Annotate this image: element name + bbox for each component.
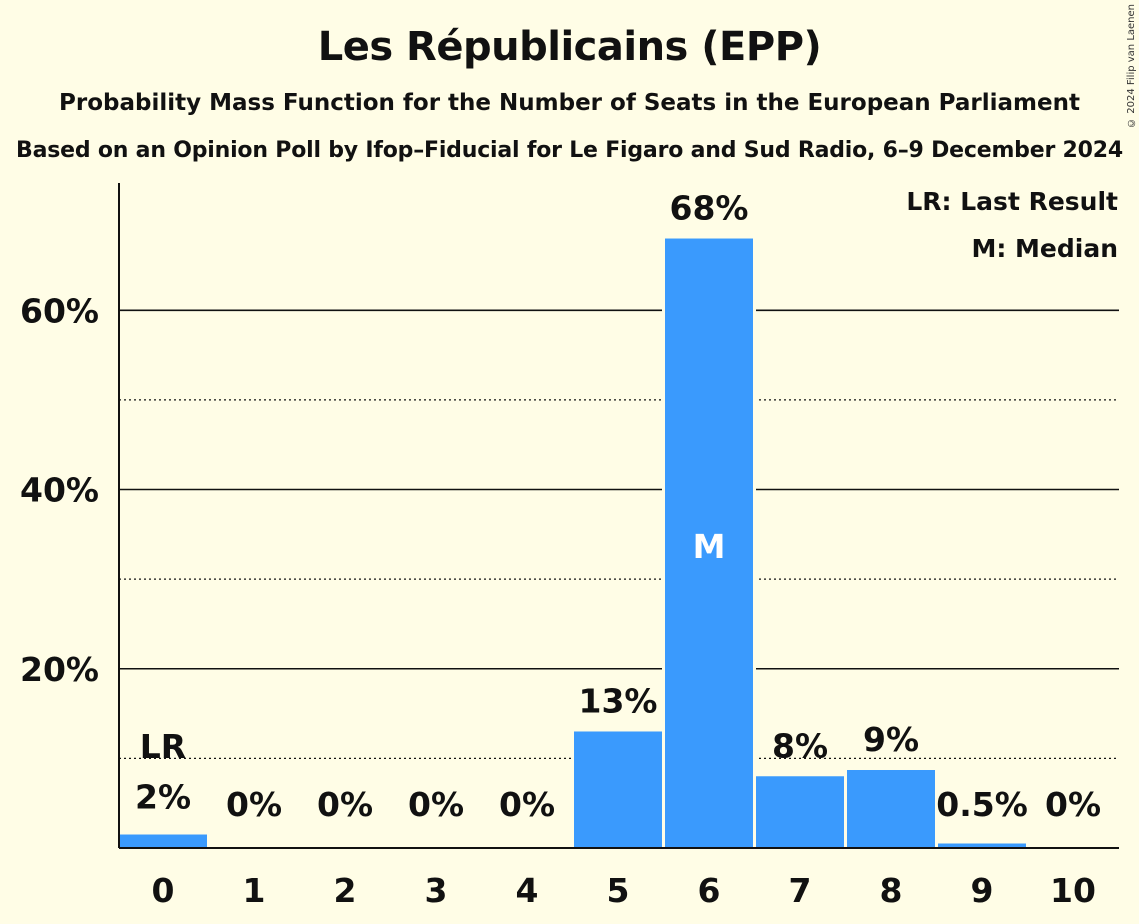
x-tick-label: 7 bbox=[789, 871, 812, 910]
x-tick-label: 6 bbox=[698, 871, 721, 910]
bar-fill bbox=[119, 834, 207, 848]
x-tick-label: 10 bbox=[1050, 871, 1096, 910]
data-label: 8% bbox=[772, 726, 828, 765]
bar-fill bbox=[756, 776, 844, 848]
data-label: 0% bbox=[408, 785, 464, 824]
chart-title: Les Républicains (EPP) bbox=[317, 24, 822, 70]
y-tick-label: 20% bbox=[20, 650, 99, 689]
x-tick-label: 1 bbox=[243, 871, 266, 910]
bar-fill bbox=[574, 731, 662, 848]
data-label: 0% bbox=[1045, 785, 1101, 824]
data-label: 13% bbox=[579, 681, 658, 720]
x-tick-label: 8 bbox=[880, 871, 903, 910]
chart-subtitle: Probability Mass Function for the Number… bbox=[59, 90, 1080, 116]
median-label: M bbox=[693, 527, 726, 566]
x-tick-label: 3 bbox=[425, 871, 448, 910]
data-label: 0% bbox=[226, 785, 282, 824]
data-label: 0% bbox=[499, 785, 555, 824]
x-tick-label: 4 bbox=[516, 871, 539, 910]
y-tick-label: 40% bbox=[20, 471, 99, 510]
bar-fill bbox=[665, 238, 753, 848]
legend-last-result: LR: Last Result bbox=[906, 187, 1118, 216]
last-result-label: LR bbox=[140, 727, 186, 766]
x-tick-label: 5 bbox=[607, 871, 630, 910]
bar-fill bbox=[847, 770, 935, 848]
legend-median: M: Median bbox=[971, 234, 1118, 263]
data-label: 0% bbox=[317, 785, 373, 824]
data-label: 2% bbox=[135, 778, 191, 817]
x-tick-label: 0 bbox=[152, 871, 175, 910]
chart-source-line: Based on an Opinion Poll by Ifop–Fiducia… bbox=[16, 138, 1123, 163]
data-label: 68% bbox=[670, 189, 749, 228]
data-label: 0.5% bbox=[936, 785, 1028, 824]
x-tick-label: 2 bbox=[334, 871, 357, 910]
y-tick-label: 60% bbox=[20, 291, 99, 330]
data-label: 9% bbox=[863, 720, 919, 759]
bar-fill bbox=[938, 843, 1026, 848]
x-tick-label: 9 bbox=[971, 871, 994, 910]
